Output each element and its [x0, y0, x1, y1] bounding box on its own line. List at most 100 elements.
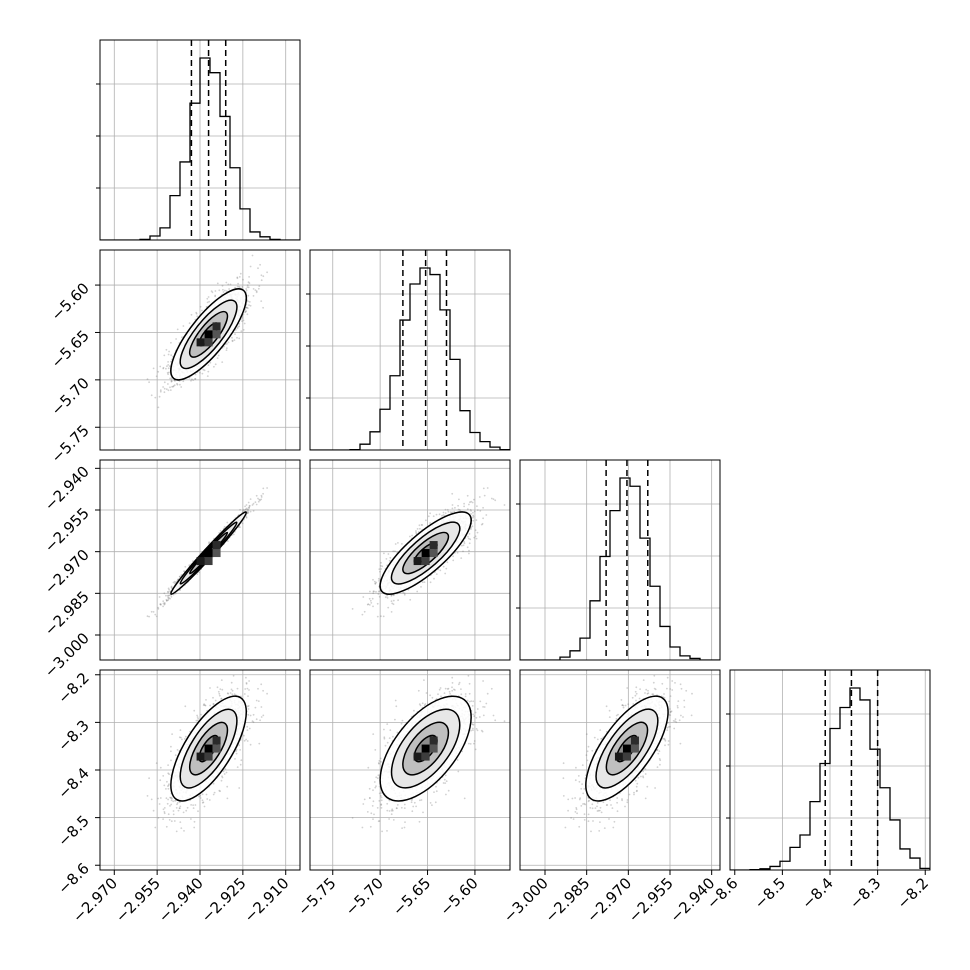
sample-point — [194, 378, 196, 380]
sample-point — [370, 602, 373, 604]
sample-point — [470, 513, 472, 515]
sample-point — [472, 516, 474, 519]
sample-point — [463, 540, 465, 543]
sample-point — [463, 502, 465, 505]
sample-point — [170, 360, 172, 363]
sample-point — [461, 544, 463, 547]
sample-point — [203, 369, 206, 372]
histogram-p1 — [310, 267, 510, 450]
sample-point — [252, 510, 255, 512]
sample-point — [451, 507, 454, 510]
sample-point — [479, 510, 482, 512]
sample-point — [216, 686, 219, 689]
sample-point — [415, 530, 417, 532]
sample-point — [171, 385, 174, 388]
sample-point — [245, 516, 248, 519]
sample-point — [248, 505, 251, 508]
sample-point — [378, 595, 381, 598]
y-tick-label-p1-1: −5.70 — [48, 374, 93, 419]
sample-point — [195, 311, 198, 314]
sample-point — [379, 564, 382, 567]
sample-point — [397, 599, 399, 602]
sample-point — [179, 383, 181, 386]
sample-point — [389, 556, 392, 559]
sample-point — [207, 370, 210, 373]
sample-point — [247, 705, 250, 707]
sample-point — [470, 510, 472, 512]
sample-point — [474, 529, 477, 532]
sample-point — [252, 713, 255, 716]
sample-point — [423, 581, 426, 583]
sample-point — [451, 504, 454, 506]
sample-point — [194, 373, 197, 376]
sample-point — [188, 322, 191, 325]
sample-point — [476, 509, 479, 511]
sample-point — [168, 371, 170, 374]
sample-point — [252, 295, 255, 297]
panel-frame — [309, 249, 511, 451]
sample-point — [392, 594, 395, 597]
sample-point — [178, 575, 181, 578]
sample-point — [221, 361, 224, 363]
sample-point — [241, 320, 243, 322]
sample-point — [472, 511, 474, 514]
sample-point — [214, 290, 217, 292]
sample-point — [239, 286, 241, 288]
sample-point — [257, 500, 260, 503]
y-tick-label-p2-4: −2.940 — [41, 462, 93, 514]
sample-point — [236, 336, 238, 339]
sample-point — [378, 568, 381, 570]
sample-point — [257, 267, 259, 270]
sample-point — [167, 787, 170, 790]
sample-point — [234, 286, 237, 289]
sample-point — [444, 508, 447, 511]
sample-point — [372, 592, 375, 595]
density-cell-3 — [204, 557, 213, 566]
sample-point — [163, 391, 166, 394]
sample-point — [216, 282, 219, 285]
sample-point — [462, 544, 465, 547]
sample-point — [229, 283, 232, 286]
sample-point — [180, 386, 183, 388]
panel-frame — [99, 459, 301, 661]
sample-point — [162, 602, 165, 605]
sample-point — [165, 797, 168, 800]
sample-point — [246, 286, 249, 288]
sample-point — [241, 286, 244, 288]
sample-point — [392, 550, 395, 553]
sample-point — [470, 500, 473, 503]
sample-point — [239, 272, 242, 275]
sample-point — [241, 522, 244, 525]
sample-point — [170, 586, 173, 589]
sample-point — [152, 367, 155, 370]
sample-point — [476, 505, 478, 508]
sample-point — [228, 288, 231, 290]
sample-point — [240, 330, 243, 333]
sample-point — [172, 385, 175, 388]
sample-point — [197, 717, 200, 720]
sample-point — [467, 535, 469, 538]
sample-point — [246, 740, 249, 742]
sample-point — [172, 800, 175, 803]
sample-point — [167, 591, 170, 594]
sample-point — [248, 506, 250, 509]
sample-point — [254, 706, 257, 709]
sample-point — [372, 578, 374, 581]
sample-point — [377, 593, 380, 595]
panel-p1-p2 — [309, 459, 511, 661]
sample-point — [260, 279, 263, 282]
density-core — [196, 322, 221, 347]
sample-point — [245, 310, 248, 312]
sample-point — [158, 596, 161, 598]
sample-point — [445, 567, 448, 570]
sample-point — [168, 588, 171, 591]
sample-point — [167, 364, 170, 366]
sample-point — [238, 323, 241, 325]
sample-point — [222, 770, 225, 773]
sample-point — [252, 288, 255, 290]
sample-point — [169, 386, 171, 389]
sample-point — [244, 505, 247, 508]
sample-point — [154, 396, 157, 399]
sample-point — [255, 290, 258, 292]
density-cell-2 — [212, 541, 221, 550]
